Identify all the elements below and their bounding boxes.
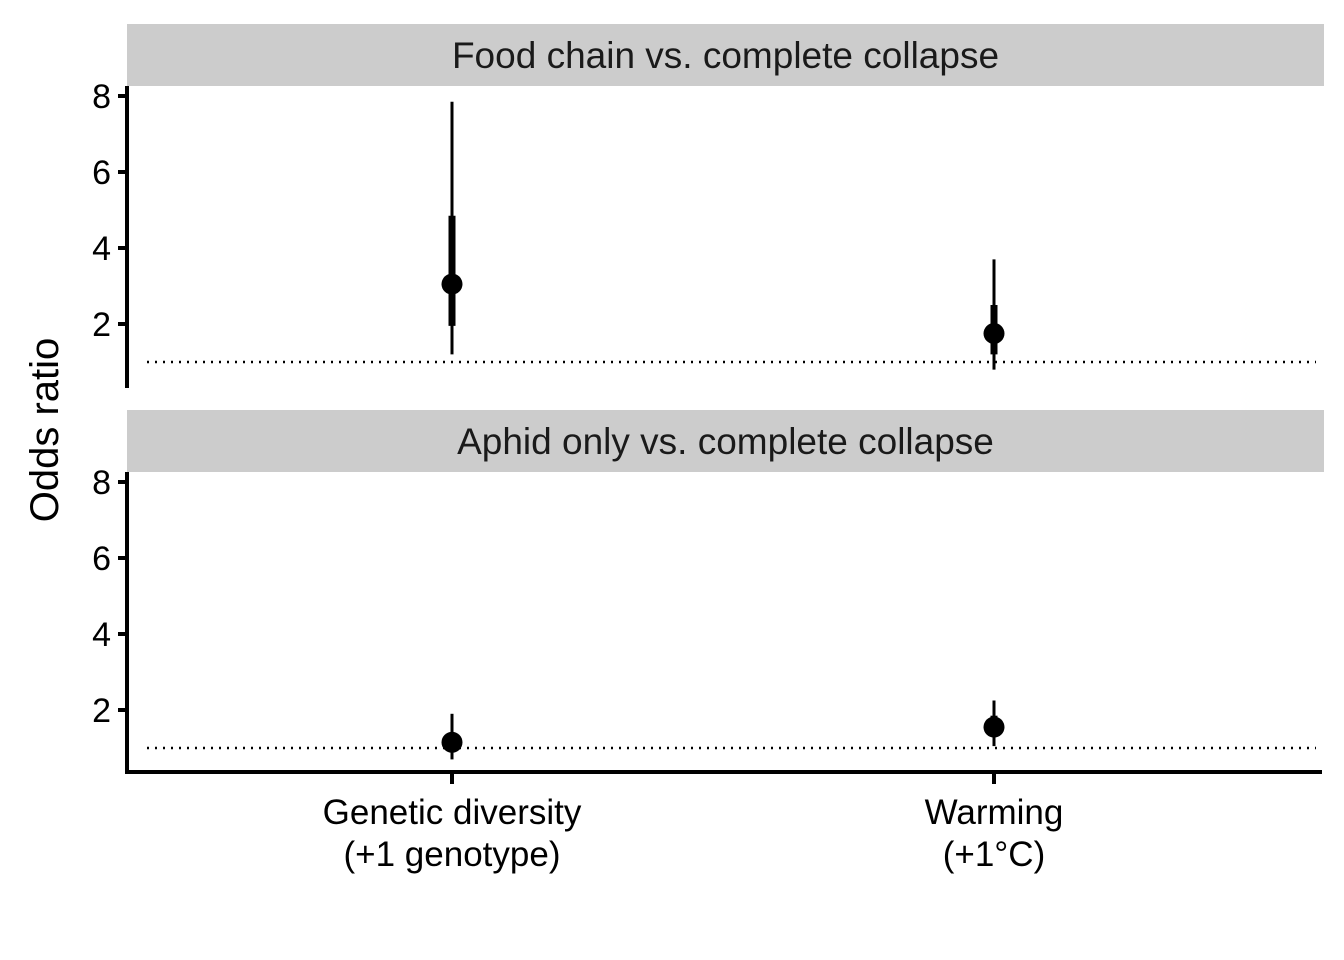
y-tick-label: 4 — [92, 230, 111, 268]
facet-strip — [127, 410, 1324, 472]
estimate-point — [983, 716, 1005, 738]
facet-title: Aphid only vs. complete collapse — [457, 421, 994, 462]
facet-strip — [127, 24, 1324, 86]
y-tick-label: 4 — [92, 616, 111, 654]
y-tick-label: 6 — [92, 154, 111, 192]
y-tick-label: 6 — [92, 540, 111, 578]
x-tick-label: Warming (+1°C) — [925, 793, 1064, 874]
x-axis: Genetic diversity (+1 genotype) Warming (+1… — [125, 770, 1322, 874]
facet-title: Food chain vs. complete collapse — [452, 35, 999, 76]
y-axis-title: Odds ratio — [23, 338, 67, 523]
y-tick-label: 2 — [92, 306, 111, 344]
facet-panel-2: Aphid only vs. complete collapse 2 4 6 8 — [92, 410, 1324, 772]
facet-panel-1: Food chain vs. complete collapse 2 4 6 8 — [92, 24, 1324, 388]
x-tick-label: Genetic diversity (+1 genotype) — [323, 793, 582, 874]
y-tick-label: 8 — [92, 78, 111, 116]
estimate-point — [983, 323, 1005, 344]
estimate-point — [441, 731, 463, 753]
y-tick-label: 8 — [92, 464, 111, 502]
y-tick-label: 2 — [92, 692, 111, 730]
facet-panels: Food chain vs. complete collapse2468Aphi… — [92, 24, 1324, 772]
estimate-point — [441, 273, 463, 295]
